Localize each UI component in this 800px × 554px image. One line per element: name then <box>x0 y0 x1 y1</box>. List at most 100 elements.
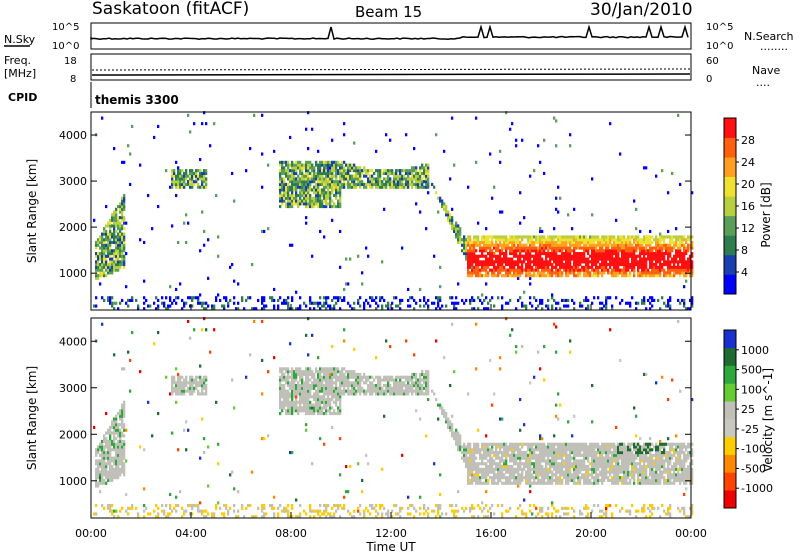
power-cell <box>197 301 200 305</box>
power-cell <box>295 182 298 186</box>
power-cell <box>337 202 340 206</box>
power-cell <box>483 246 486 250</box>
velocity-cell <box>285 412 288 416</box>
power-cell <box>367 180 370 184</box>
power-cell <box>599 238 602 242</box>
velocity-cell <box>325 509 328 513</box>
velocity-cell <box>299 395 302 399</box>
power-cell <box>449 218 452 222</box>
power-cell <box>509 268 512 272</box>
power-cell <box>111 296 114 300</box>
power-cell <box>339 171 342 175</box>
power-cell <box>523 216 526 220</box>
power-cell <box>447 210 450 214</box>
power-cell <box>425 182 428 186</box>
power-cell <box>649 240 652 244</box>
power-cell <box>467 185 470 189</box>
velocity-cell <box>115 423 118 427</box>
power-cell <box>201 210 204 214</box>
power-cell <box>171 169 174 173</box>
velocity-cell <box>201 389 204 393</box>
power-cell <box>353 180 356 184</box>
velocity-cell <box>201 384 204 388</box>
velocity-cell <box>115 473 118 477</box>
velocity-cell <box>331 395 334 399</box>
power-cell <box>119 246 122 250</box>
power-cell <box>329 177 332 181</box>
velocity-cell <box>191 504 194 508</box>
velocity-cell <box>93 512 96 516</box>
power-cell <box>583 268 586 272</box>
power-cell <box>529 271 532 275</box>
velocity-cell <box>221 512 224 516</box>
velocity-cell <box>205 389 208 393</box>
power-cell <box>415 301 418 305</box>
power-cell <box>365 174 368 178</box>
velocity-cell <box>143 515 146 519</box>
velocity-cell <box>97 465 100 469</box>
power-cell <box>499 160 502 164</box>
power-cell <box>289 243 292 247</box>
power-cell <box>639 238 642 242</box>
power-cell <box>553 238 556 242</box>
power-cell <box>397 182 400 186</box>
power-cell <box>281 177 284 181</box>
power-cell <box>669 271 672 275</box>
power-cell <box>503 240 506 244</box>
power-cell <box>523 304 526 308</box>
velocity-cell <box>449 504 452 508</box>
power-cell <box>407 287 410 291</box>
velocity-cell <box>407 495 410 499</box>
power-cell <box>305 127 308 131</box>
power-cell <box>439 298 442 302</box>
velocity-cell <box>393 386 396 390</box>
velocity-cell <box>325 375 328 379</box>
velocity-cell <box>305 370 308 374</box>
velocity-cell <box>295 400 298 404</box>
power-cell <box>179 169 182 173</box>
power-cell <box>617 263 620 267</box>
power-cell <box>155 307 158 311</box>
power-cell <box>167 304 170 308</box>
power-cell <box>603 252 606 256</box>
velocity-cell <box>299 378 302 382</box>
power-cell <box>279 185 282 189</box>
power-cell <box>557 260 560 264</box>
power-cell <box>563 263 566 267</box>
velocity-cell <box>483 462 486 466</box>
power-cell <box>451 221 454 225</box>
power-cell <box>339 188 342 192</box>
power-cell <box>489 243 492 247</box>
power-cell <box>583 257 586 261</box>
power-cell <box>419 177 422 181</box>
power-cell <box>647 243 650 247</box>
power-cell <box>99 238 102 242</box>
power-cell <box>357 180 360 184</box>
power-cell <box>567 213 570 217</box>
power-cell <box>101 232 104 236</box>
power-cell <box>363 185 366 189</box>
power-cell <box>529 276 532 280</box>
power-cell <box>121 257 124 261</box>
power-cell <box>615 238 618 242</box>
power-cell <box>405 133 408 137</box>
power-cell <box>539 271 542 275</box>
power-cell <box>391 171 394 175</box>
power-cell <box>555 249 558 253</box>
power-cell <box>175 182 178 186</box>
power-cell <box>585 296 588 300</box>
power-cell <box>307 147 310 151</box>
velocity-cell <box>407 378 410 382</box>
power-cell <box>635 240 638 244</box>
velocity-cell <box>481 470 484 474</box>
power-cell <box>311 127 314 131</box>
power-cell <box>513 268 516 272</box>
velocity-cell <box>173 386 176 390</box>
power-cell <box>499 257 502 261</box>
velocity-cell <box>281 509 284 513</box>
power-cell <box>457 235 460 239</box>
power-cell <box>575 243 578 247</box>
velocity-cell <box>359 504 362 508</box>
power-cell <box>565 246 568 250</box>
velocity-cell <box>339 389 342 393</box>
